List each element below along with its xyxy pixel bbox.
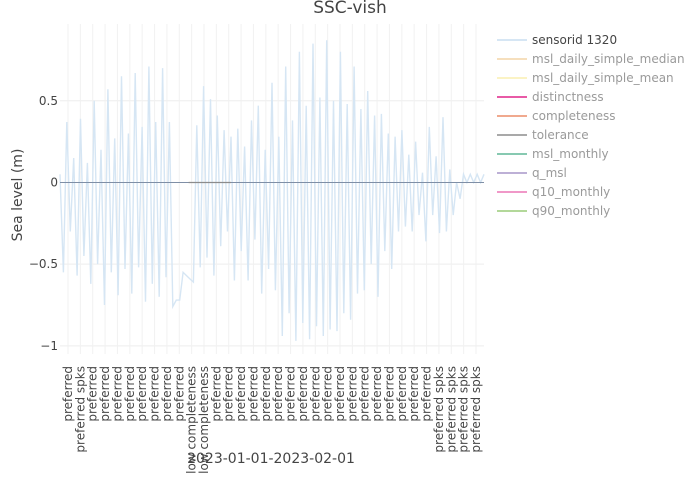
legend-label: msl_daily_simple_mean <box>532 71 674 85</box>
x-tick-label: preferred spks <box>457 366 471 453</box>
x-tick-label: preferred <box>358 366 372 422</box>
x-tick-label: preferred <box>98 366 112 422</box>
x-tick-label: preferred <box>382 366 396 422</box>
x-tick-label: preferred <box>271 366 285 422</box>
x-tick-label: low completeness <box>185 366 199 474</box>
y-axis-title: Sea level (m) <box>10 149 26 242</box>
x-tick-label: preferred <box>296 366 310 422</box>
x-tick-label: preferred <box>395 366 409 422</box>
legend-label: msl_daily_simple_median <box>532 52 685 66</box>
x-tick-label: preferred <box>160 366 174 422</box>
y-tick-label: −1 <box>40 339 58 353</box>
legend-item[interactable]: tolerance <box>497 128 589 142</box>
x-tick-label: preferred spks <box>432 366 446 453</box>
legend-item[interactable]: distinctness <box>497 90 604 104</box>
y-tick-label: 0 <box>50 175 58 189</box>
x-tick-label: preferred <box>284 366 298 422</box>
x-tick-label: preferred <box>246 366 260 422</box>
x-tick-label: preferred spks <box>73 366 87 453</box>
legend-item[interactable]: sensorid 1320 <box>497 33 617 47</box>
legend-item[interactable]: msl_monthly <box>497 147 609 161</box>
x-tick-label: preferred spks <box>444 366 458 453</box>
x-tick-label: preferred <box>370 366 384 422</box>
legend-label: completeness <box>532 109 616 123</box>
x-axis-title: 2023-01-01-2023-02-01 <box>187 451 355 467</box>
x-tick-label: preferred <box>308 366 322 422</box>
legend-label: sensorid 1320 <box>532 33 617 47</box>
legend-label: distinctness <box>532 90 604 104</box>
y-tick-labels: 0.5 0 −0.5 −1 <box>29 94 58 353</box>
series-line-sensorid-1320 <box>59 40 485 341</box>
x-tick-label: preferred <box>135 366 149 422</box>
y-tick-label: −0.5 <box>29 257 58 271</box>
x-tick-label: preferred <box>148 366 162 422</box>
x-tick-label: preferred <box>209 366 223 422</box>
x-tick-label: preferred <box>420 366 434 422</box>
x-tick-label: preferred <box>222 366 236 422</box>
y-tick-label: 0.5 <box>39 94 58 108</box>
chart-title: SSC-vish <box>313 0 387 18</box>
legend-item[interactable]: q_msl <box>497 166 567 180</box>
x-tick-label: preferred <box>172 366 186 422</box>
legend-label: tolerance <box>532 128 589 142</box>
x-tick-label: preferred <box>345 366 359 422</box>
legend[interactable]: sensorid 1320 msl_daily_simple_median msl_… <box>497 33 685 218</box>
x-tick-label: preferred spks <box>469 366 483 453</box>
legend-item[interactable]: q90_monthly <box>497 204 610 218</box>
x-tick-label: preferred <box>321 366 335 422</box>
legend-label: msl_monthly <box>532 147 609 161</box>
x-tick-label: preferred <box>123 366 137 422</box>
legend-item[interactable]: msl_daily_simple_median <box>497 52 685 66</box>
x-tick-label: preferred <box>407 366 421 422</box>
legend-label: q_msl <box>532 166 567 180</box>
series-lines <box>59 40 485 341</box>
x-tick-label: low completeness <box>197 366 211 474</box>
legend-label: q10_monthly <box>532 185 610 199</box>
legend-item[interactable]: msl_daily_simple_mean <box>497 71 674 85</box>
x-tick-label: preferred <box>333 366 347 422</box>
legend-item[interactable]: completeness <box>497 109 616 123</box>
legend-label: q90_monthly <box>532 204 610 218</box>
x-tick-label: preferred <box>234 366 248 422</box>
x-tick-label: preferred <box>259 366 273 422</box>
x-tick-label: preferred <box>110 366 124 422</box>
legend-item[interactable]: q10_monthly <box>497 185 610 199</box>
x-tick-label: preferred <box>86 366 100 422</box>
x-tick-label: preferred <box>61 366 75 422</box>
